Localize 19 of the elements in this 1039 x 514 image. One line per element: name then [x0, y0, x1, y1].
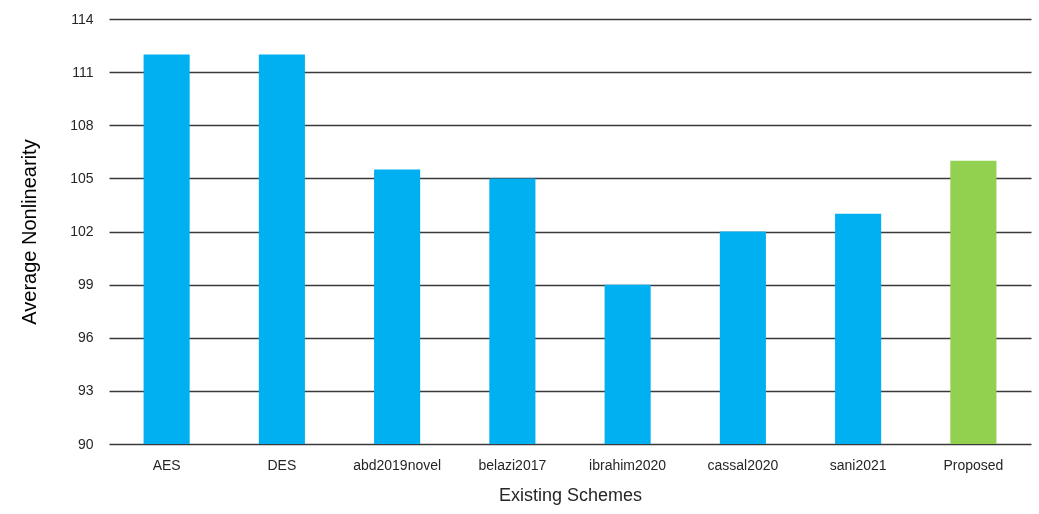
x-tick-label: DES — [267, 456, 297, 473]
y-tick-label: 99 — [77, 276, 94, 293]
y-tick-label: 114 — [71, 10, 94, 27]
x-tick-label: AES — [152, 456, 181, 473]
x-tick-label: abd2019novel — [353, 456, 442, 473]
x-tick-label: ibrahim2020 — [589, 456, 667, 473]
y-tick-label: 108 — [70, 116, 94, 133]
y-tick-label: 105 — [70, 169, 94, 186]
y-tick-label: 111 — [72, 63, 94, 80]
x-tick-label: cassal2020 — [707, 456, 779, 473]
x-tick-label: belazi2017 — [478, 456, 547, 473]
y-tick-label: 96 — [77, 329, 94, 346]
y-tick-label: 102 — [70, 223, 94, 239]
y-axis-title: Average Nonlinearity — [18, 139, 41, 325]
x-tick-label: sani2021 — [829, 456, 887, 473]
y-tick-label: 93 — [77, 382, 94, 399]
y-tick-label: 90 — [77, 435, 94, 452]
x-tick-label: Proposed — [943, 456, 1004, 473]
x-axis-title: Existing Schemes — [498, 484, 643, 505]
